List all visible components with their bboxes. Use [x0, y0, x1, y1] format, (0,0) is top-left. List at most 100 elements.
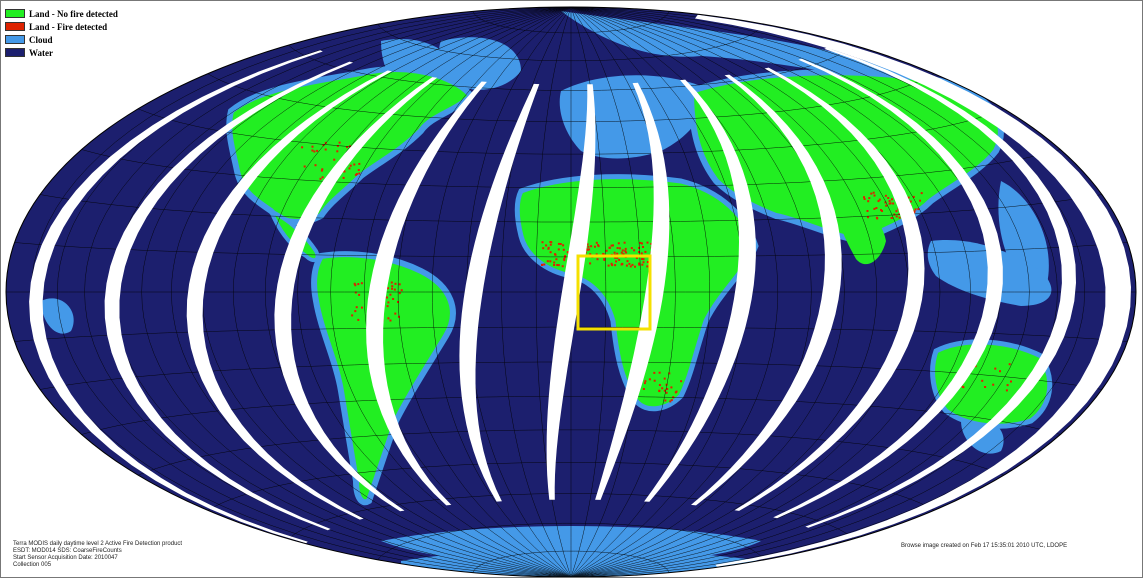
fire-pixel: [557, 264, 560, 267]
fire-pixel: [314, 164, 317, 167]
legend-swatch: [5, 35, 25, 44]
fire-pixel: [394, 312, 397, 315]
fire-pixel: [867, 216, 869, 219]
fire-pixel: [392, 298, 395, 300]
legend-item-no-fire: Land - No fire detected: [5, 7, 118, 20]
fire-pixel: [868, 197, 871, 200]
fire-pixel: [553, 264, 556, 266]
fire-pixel: [642, 261, 645, 264]
fire-pixel: [907, 196, 910, 199]
meridian-line: [570, 7, 1030, 577]
fire-pixel: [322, 144, 325, 147]
fire-pixel: [338, 141, 341, 144]
footer-line: Terra MODIS daily daytime level 2 Active…: [13, 541, 183, 547]
fire-pixel: [389, 293, 392, 296]
fire-pixel: [625, 251, 628, 254]
fire-pixel: [665, 391, 668, 394]
fire-pixel: [625, 264, 628, 267]
meridian-line: [330, 7, 572, 577]
legend-item-fire: Land - Fire detected: [5, 20, 118, 33]
fire-pixel: [663, 389, 666, 392]
legend-item-water: Water: [5, 46, 118, 59]
fire-pixel: [891, 198, 893, 201]
meridian-line: [570, 7, 1058, 577]
fire-pixel: [303, 165, 306, 168]
swath-gap: [366, 81, 487, 506]
swath-gap: [546, 84, 596, 500]
fire-pixel: [595, 241, 598, 244]
fire-pixel: [1005, 389, 1008, 392]
fire-pixel: [1006, 384, 1009, 387]
fire-pixel: [638, 251, 640, 253]
meridian-line: [570, 7, 971, 577]
fire-pixel: [1010, 380, 1012, 383]
fire-pixel: [642, 258, 645, 261]
fire-pixel: [549, 251, 552, 254]
fire-pixel: [358, 162, 361, 165]
fire-pixel: [398, 292, 401, 295]
fire-pixel: [887, 197, 890, 199]
fire-pixel: [357, 318, 360, 321]
highlight-box: [576, 254, 652, 331]
fire-pixel: [650, 242, 653, 245]
meridian-line: [570, 7, 676, 577]
fire-pixel: [311, 145, 314, 148]
fire-pixel: [873, 207, 876, 210]
fire-pixel: [974, 365, 977, 368]
fire-pixel: [877, 200, 880, 203]
fire-pixel: [547, 246, 550, 249]
fire-pixel: [594, 245, 596, 248]
meridian-line: [570, 7, 1085, 577]
fire-pixel: [301, 146, 304, 149]
fire-pixel: [641, 242, 643, 245]
meridian-line: [233, 7, 572, 577]
fire-pixel: [992, 383, 995, 386]
fire-pixel: [644, 380, 647, 383]
fire-pixel: [863, 196, 865, 199]
legend-swatch: [5, 9, 25, 18]
fire-pixel: [646, 241, 649, 244]
legend-label: Water: [29, 47, 53, 58]
fire-pixel: [630, 247, 633, 250]
fire-pixel: [624, 247, 627, 250]
fire-pixel: [889, 202, 892, 205]
fire-pixel: [542, 247, 545, 250]
map-legend: Land - No fire detected Land - Fire dete…: [5, 7, 118, 59]
fire-pixel: [680, 380, 683, 383]
fire-pixel: [670, 386, 673, 389]
fire-pixel: [658, 384, 661, 386]
swath-gap: [595, 82, 670, 500]
fire-pixel: [589, 253, 592, 256]
fire-pixel: [611, 264, 614, 267]
europe: [559, 75, 704, 159]
swath-gap: [104, 61, 354, 531]
fire-pixel: [398, 283, 401, 286]
fire-pixel: [348, 145, 351, 148]
fire-pixel: [608, 246, 611, 249]
fire-pixel: [644, 250, 647, 253]
fire-pixel: [357, 169, 360, 171]
fire-pixel: [610, 262, 613, 265]
fire-pixel: [653, 371, 656, 374]
fire-pixel: [643, 382, 646, 385]
fire-pixel: [554, 253, 556, 256]
fire-pixel: [633, 249, 636, 252]
fire-pixel: [638, 246, 640, 249]
fire-pixel: [336, 150, 339, 153]
swath-gap: [805, 47, 1076, 528]
legend-label: Cloud: [29, 34, 53, 45]
fire-pixel: [873, 194, 876, 197]
fire-pixel: [629, 265, 632, 268]
meridian-line: [363, 7, 572, 577]
fire-pixel: [621, 263, 624, 266]
fire-pixel: [863, 198, 866, 200]
fire-pixel: [311, 149, 314, 152]
fire-pixel: [336, 145, 339, 147]
fire-pixel: [668, 372, 671, 375]
fire-pixel: [324, 148, 327, 151]
fire-pixel: [353, 163, 356, 166]
fire-pixel: [603, 259, 606, 261]
fire-pixel: [545, 244, 548, 247]
fire-pixel: [595, 253, 598, 256]
fire-pixel: [1008, 363, 1011, 366]
